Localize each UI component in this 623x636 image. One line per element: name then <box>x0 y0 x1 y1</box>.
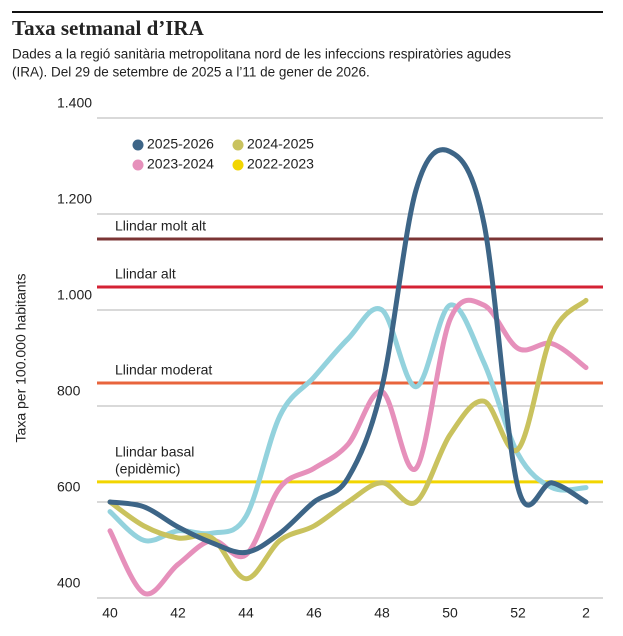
x-tick-label: 52 <box>510 605 526 621</box>
x-tick-label: 42 <box>170 605 186 621</box>
legend-label: 2022-2023 <box>247 156 314 172</box>
legend-label: 2024-2025 <box>247 136 314 152</box>
subtitle: (IRA). Del 29 de setembre de 2025 a l’11… <box>12 65 370 80</box>
y-tick-label: 1.000 <box>57 287 92 303</box>
x-tick-label: 48 <box>374 605 390 621</box>
y-tick-label: 1.200 <box>57 191 92 207</box>
series-line <box>107 297 589 597</box>
y-axis-label: Taxa per 100.000 habitants <box>13 274 29 443</box>
legend-label: 2025-2026 <box>147 136 214 152</box>
series-line <box>107 147 589 556</box>
legend-swatch <box>132 139 144 151</box>
threshold-label: Llindar molt alt <box>115 218 206 234</box>
x-tick-label: 44 <box>238 605 254 621</box>
x-tick-label: 2 <box>582 605 590 621</box>
x-tick-label: 46 <box>306 605 322 621</box>
chart-title: Taxa setmanal d’IRA <box>12 16 205 40</box>
threshold-label: (epidèmic) <box>115 461 180 477</box>
x-tick-label: 40 <box>102 605 118 621</box>
y-tick-label: 400 <box>57 575 81 591</box>
legend-swatch <box>232 139 244 151</box>
threshold-label: Llindar basal <box>115 444 194 460</box>
threshold-label: Llindar moderat <box>115 362 212 378</box>
legend-label: 2023-2024 <box>147 156 214 172</box>
subtitle: Dades a la regió sanitària metropolitana… <box>12 47 511 62</box>
y-tick-label: 800 <box>57 383 81 399</box>
y-tick-label: 1.400 <box>57 95 92 111</box>
threshold-label: Llindar alt <box>115 266 176 282</box>
legend-swatch <box>132 159 144 171</box>
series-line <box>107 302 589 544</box>
y-tick-label: 600 <box>57 479 81 495</box>
x-tick-label: 50 <box>442 605 458 621</box>
legend-swatch <box>232 159 244 171</box>
